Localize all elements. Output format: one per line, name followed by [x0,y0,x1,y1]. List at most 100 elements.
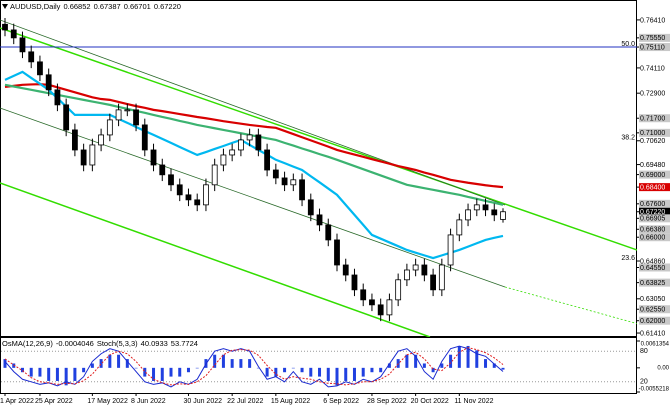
y-tick-label: 0.66380 [640,227,665,234]
y-tick-box [639,225,670,234]
osma-bar [387,363,391,368]
y-tick-label: 0.67600 [640,201,665,208]
candle-body [141,124,148,151]
candle-body [159,164,166,176]
osma-bar [440,363,444,368]
osma-bar [414,354,418,368]
candle-body [325,224,332,241]
osma-bar [352,367,356,381]
candle-body [456,219,463,236]
candle-body [473,204,480,211]
stoch-signal-value: 53.7724 [170,339,198,348]
candle-body [430,274,437,291]
candle-body [89,144,96,166]
osma-bar [152,367,156,381]
y-tick-box [639,305,670,314]
osma-value: -0.0004046 [55,339,94,348]
candle-body [45,74,52,91]
osma-bar [492,363,496,368]
osma-bar [47,367,51,381]
menu-icon[interactable] [2,4,8,9]
candle-body [54,89,61,106]
y-tick-box [639,263,670,272]
close-label: 0.67220 [153,2,181,11]
osma-bar [169,367,173,377]
osma-bar [248,359,252,368]
candle-body [124,109,131,112]
channel-line [504,286,637,325]
moving-average [4,83,504,189]
osma-bar [379,367,383,373]
osma-bar [309,367,313,377]
y-tick-label: 0.75550 [640,35,665,42]
candle-body [237,139,244,151]
y-tick-label: 0.66905 [640,216,665,223]
osc-header: OsMA(12,26,9) -0.0004046 Stoch(5,3,3) 40… [2,339,198,348]
y-tick-box [639,233,670,242]
x-tick-label: 15 Aug 2022 [271,398,310,405]
candle-body [290,179,297,186]
osma-title: OsMA(12,26,9) [2,339,53,348]
y-tick-label: 0.69480 [640,162,665,169]
open-label: 0.66852 [63,2,91,11]
osma-bar [422,363,426,368]
high-label: 0.67387 [93,2,121,11]
candle-body [115,109,122,121]
stoch-line [4,345,504,388]
osma-bar [475,350,479,368]
osma-bar [90,363,94,368]
y-tick-label: 0.66000 [640,235,665,242]
channel-line [0,19,506,206]
y-tick-label: 0.63825 [640,280,665,287]
y-tick-box [639,199,670,208]
osma-bar [335,367,339,386]
osma-bar [82,367,86,373]
candle-body [176,184,183,196]
candle-body [10,29,17,39]
moving-average [4,70,504,260]
plot [0,18,637,322]
osma-bar [256,367,260,369]
osma-bar [501,367,505,370]
y-tick-box [639,128,670,137]
osma-bar [38,367,42,377]
x-tick-label: 17 May 2022 [87,398,128,405]
channel-line [0,182,431,337]
candle-body [299,179,305,201]
osma-bar [125,359,129,368]
osma-bar [160,367,164,381]
x-tick-label: 30 Jun 2022 [183,398,222,405]
osma-bar [12,363,16,368]
main-header: AUDUSD,Daily 0.66852 0.67387 0.66701 0.6… [10,2,181,11]
candle-body [421,264,428,276]
candle-body [316,214,323,226]
osma-bar [344,367,348,381]
osma-bar [361,367,365,377]
stoch-main-value: 40.0933 [140,339,168,348]
y-tick-label: 0.70620 [640,138,665,145]
osma-bar [291,367,295,369]
y-tick-box [639,170,670,179]
osma-bar [239,359,243,368]
fib-label: 23.6 [621,255,635,262]
fib-label: 50.0 [621,41,635,48]
moving-average [4,83,504,206]
candle-body [377,304,384,316]
candle-body [307,199,314,216]
y-tick-label: 0.61410 [640,330,665,337]
osma-bar [318,367,322,377]
y-tick-box [639,207,670,216]
candle-body [211,164,218,186]
osma-bar [283,367,287,373]
y2-tick-label: 20 [640,379,648,386]
candle-body [272,169,279,179]
osma-bar [265,367,269,377]
osma-bar [117,354,121,368]
channel-line [0,107,506,288]
x-tick-label: 28 Sep 2022 [367,398,407,405]
symbol: AUDUSD,Daily [10,2,61,11]
osc-frame [0,337,637,394]
candle-body [369,299,375,306]
candle-body [465,209,471,221]
candle-body [412,264,419,271]
